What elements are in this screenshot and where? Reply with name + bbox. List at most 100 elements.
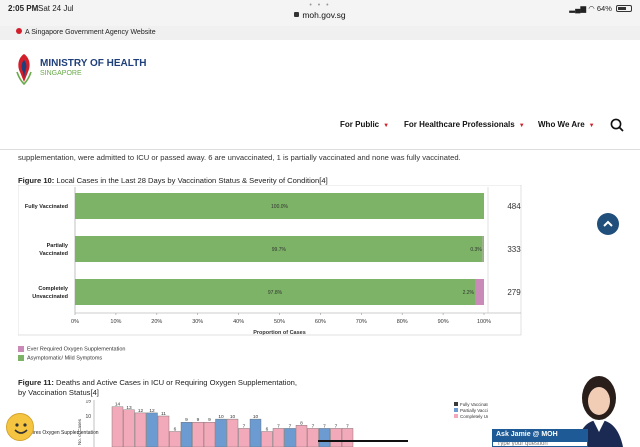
bar-value-label: 6: [174, 427, 177, 433]
caret-down-icon: ▼: [383, 123, 390, 129]
nav-for-public[interactable]: For Public ▼: [340, 120, 389, 129]
series-label: Requires Oxygen Supplementation: [21, 430, 99, 436]
data-label: 0.3%: [470, 247, 482, 253]
bar-value-label: 7: [312, 423, 315, 429]
figure-10-label: Figure 10:: [18, 176, 55, 185]
legend-label: Partially Vaccinated: [460, 408, 488, 413]
bar-value-label: 9: [208, 417, 211, 423]
legend-label: Ever Required Oxygen Supplementation: [27, 346, 126, 353]
x-tick-label: 70%: [356, 319, 367, 325]
bar: [169, 431, 181, 447]
ask-jamie-input[interactable]: [492, 441, 588, 447]
figure-11-caption-line2: by Vaccination Status[4]: [18, 388, 99, 397]
bar: [203, 422, 216, 447]
device-status-bar: • • • 2:05 PM Sat 24 Jul moh.gov.sg ▂▄▆ …: [0, 0, 640, 26]
address-bar[interactable]: moh.gov.sg: [0, 10, 640, 20]
total-label: 279: [507, 288, 521, 297]
data-label: 2.2%: [463, 290, 475, 296]
legend-label: Fully Vaccinated: [460, 402, 488, 407]
status-indicators: ▂▄▆ ◠ 64%: [569, 4, 632, 13]
legend-item-mild: Asymptomatic/ Mild Symptoms: [18, 355, 102, 361]
legend-swatch: [454, 408, 458, 412]
bar-segment-mild: [75, 279, 476, 305]
bar-segment-mild: [75, 236, 483, 262]
legend-swatch: [18, 346, 24, 352]
bar: [146, 412, 158, 447]
ask-jamie-title-bar[interactable]: Ask Jamie @ MOH: [492, 429, 588, 441]
bar: [180, 422, 193, 447]
x-tick-label: 30%: [192, 319, 203, 325]
bar-value-label: 11: [161, 411, 166, 417]
x-axis-title: Proportion of Cases: [253, 330, 306, 336]
multitask-dots-icon[interactable]: • • •: [309, 2, 331, 9]
gov-banner-text: A Singapore Government Agency Website: [25, 29, 156, 36]
moh-logo-icon[interactable]: [14, 52, 34, 86]
status-date: Sat 24 Jul: [38, 4, 74, 13]
bar-value-label: 9: [197, 417, 200, 423]
bar: [192, 422, 204, 447]
bar-value-label: 7: [335, 423, 338, 429]
chat-emoji-button[interactable]: [6, 413, 34, 441]
nav-label: For Healthcare Professionals: [404, 120, 515, 129]
x-tick-label: 40%: [233, 319, 244, 325]
category-label: Unvaccinated: [32, 294, 68, 300]
x-tick-label: 50%: [274, 319, 285, 325]
caret-down-icon: ▼: [588, 123, 595, 129]
legend-label: Asymptomatic/ Mild Symptoms: [27, 355, 103, 362]
lion-head-icon: [16, 28, 22, 34]
legend-swatch: [18, 355, 24, 361]
bar-value-label: 7: [243, 423, 246, 429]
x-tick-label: 100%: [477, 319, 491, 325]
bar: [318, 428, 331, 447]
url-text: moh.gov.sg: [302, 10, 346, 20]
data-label: 97.8%: [268, 290, 283, 296]
bar-value-label: 10: [230, 414, 236, 420]
site-header: MINISTRY OF HEALTH SINGAPORE For Public ▼…: [0, 40, 640, 150]
bar: [341, 428, 354, 447]
gov-agency-banner: A Singapore Government Agency Website: [0, 26, 640, 40]
bar-segment-mild: [75, 193, 484, 219]
nav-for-healthcare-professionals[interactable]: For Healthcare Professionals ▼: [404, 120, 525, 129]
bar: [330, 428, 342, 447]
figure-10-caption: Local Cases in the Last 28 Days by Vacci…: [56, 176, 328, 185]
ask-jamie-avatar[interactable]: [565, 372, 629, 447]
bar-value-label: 7: [346, 423, 349, 429]
data-label: 100.0%: [271, 204, 289, 210]
category-label: Fully Vaccinated: [25, 204, 68, 210]
battery-percent: 64%: [596, 4, 612, 13]
x-tick-label: 60%: [315, 319, 326, 325]
logo-title[interactable]: MINISTRY OF HEALTH: [40, 58, 147, 69]
bar: [215, 418, 227, 447]
bar-segment-oxygen: [475, 279, 484, 305]
back-to-top-button[interactable]: [597, 213, 619, 235]
x-tick-label: 10%: [110, 319, 121, 325]
caret-down-icon: ▼: [518, 123, 525, 129]
category-label: Vaccinated: [39, 251, 68, 257]
bar-value-label: 13: [126, 405, 132, 411]
intro-paragraph: supplementation, were admitted to ICU or…: [18, 153, 461, 162]
bar-value-label: 6: [266, 427, 269, 433]
total-label: 484: [507, 202, 521, 211]
bar: [238, 428, 250, 447]
bar: [134, 412, 147, 447]
x-tick-label: 0%: [71, 319, 79, 325]
bar-value-label: 9: [185, 417, 188, 423]
nav-who-we-are[interactable]: Who We Are ▼: [538, 120, 595, 129]
logo-subtitle: SINGAPORE: [40, 70, 82, 77]
category-label: Partially: [47, 243, 69, 249]
bar: [157, 415, 170, 447]
bar-segment-oxygen: [482, 236, 484, 262]
figure-11-title: Figure 11: Deaths and Active Cases in IC…: [18, 378, 297, 387]
category-label: Completely: [38, 286, 69, 292]
legend-label: Completely Unvaccinated: [460, 414, 488, 419]
figure-11-label: Figure 11:: [18, 378, 54, 387]
chevron-up-icon: [603, 220, 613, 227]
battery-icon: [616, 5, 632, 12]
search-icon[interactable]: [610, 118, 624, 132]
overlay-line: [318, 440, 408, 442]
bar-value-label: 12: [138, 408, 144, 414]
bar-value-label: 7: [277, 423, 280, 429]
wifi-icon: ◠: [588, 4, 595, 13]
x-tick-label: 80%: [397, 319, 408, 325]
